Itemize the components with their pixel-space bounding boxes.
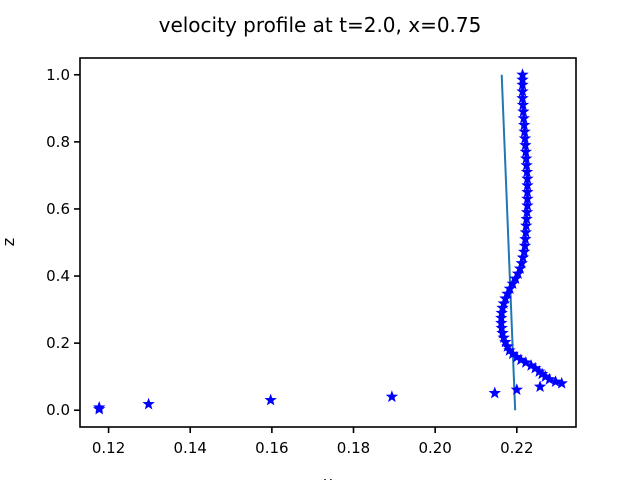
x-axis-label: u	[323, 473, 333, 480]
x-tick-label: 0.12	[92, 439, 125, 457]
data-point-star	[520, 158, 533, 171]
y-axis-label: z	[0, 238, 18, 246]
data-point-star	[495, 311, 508, 324]
data-point-star	[519, 232, 532, 245]
data-point-star	[529, 361, 542, 374]
y-tick-label: 0.8	[46, 133, 70, 151]
data-point-star	[516, 73, 529, 86]
data-point-star	[516, 85, 529, 97]
data-point-star	[521, 172, 534, 185]
plot-frame	[79, 57, 577, 428]
data-point-star	[549, 375, 562, 387]
data-point-star	[511, 267, 525, 279]
y-tick-label: 0.0	[46, 401, 70, 419]
chart-title: velocity profile at t=2.0, x=0.75	[159, 13, 482, 37]
data-point-star	[496, 301, 509, 314]
data-point-star	[518, 239, 532, 252]
data-point-star	[264, 393, 277, 406]
data-point-star	[497, 331, 510, 344]
y-tick-label: 0.2	[46, 334, 70, 352]
data-point-star	[555, 376, 568, 389]
data-point-star	[510, 383, 523, 396]
data-point-star	[524, 359, 538, 371]
data-point-star	[515, 256, 528, 269]
data-point-star	[517, 118, 531, 131]
data-point-star	[519, 145, 532, 158]
data-point-star	[519, 356, 532, 368]
data-point-star	[506, 347, 519, 360]
data-point-star	[521, 192, 534, 205]
data-point-star	[520, 219, 533, 231]
data-point-star	[535, 367, 549, 380]
data-point-star	[513, 262, 527, 274]
data-point-star	[520, 152, 533, 164]
data-point-star	[516, 251, 530, 263]
data-point-star	[520, 165, 534, 178]
data-point-star	[517, 111, 530, 124]
data-point-star	[501, 287, 514, 300]
data-point-star	[496, 326, 509, 339]
data-point-star	[516, 91, 529, 104]
data-point-star	[499, 292, 512, 304]
fit-line	[500, 74, 517, 411]
data-point-star	[539, 370, 552, 382]
data-point-star	[520, 205, 534, 218]
data-point-star	[521, 178, 534, 191]
data-point-star	[385, 390, 399, 403]
data-point-star	[509, 272, 522, 284]
data-point-star	[510, 350, 523, 363]
data-point-star	[518, 125, 531, 138]
data-point-star	[488, 386, 501, 399]
data-point-star	[518, 132, 532, 144]
data-point-star	[93, 401, 106, 413]
data-point-star	[519, 225, 532, 238]
data-point-star	[521, 199, 534, 211]
y-tick-label: 0.4	[46, 267, 70, 285]
x-tick-label: 0.14	[174, 439, 207, 457]
data-point-star	[495, 316, 508, 329]
x-tick-label: 0.20	[418, 439, 451, 457]
x-tick-label: 0.16	[255, 439, 288, 457]
data-point-star	[517, 105, 530, 117]
x-axis: 0.12 0.14 0.16 0.18 0.20 0.22	[92, 427, 534, 457]
y-axis: 0.0 0.2 0.4 0.6 0.8 1.0	[46, 66, 80, 419]
data-point-star	[495, 306, 508, 319]
x-tick-label: 0.22	[500, 439, 533, 457]
y-tick-label: 1.0	[46, 66, 70, 84]
data-point-star	[497, 297, 510, 309]
data-point-star	[533, 365, 546, 377]
data-point-star	[517, 245, 531, 258]
data-point-star	[516, 68, 529, 81]
data-point-star	[543, 372, 556, 385]
data-point-star	[516, 78, 529, 91]
data-point-star	[519, 138, 532, 151]
data-point-star	[520, 212, 533, 225]
x-tick-label: 0.18	[337, 439, 370, 457]
data-point-star	[521, 185, 534, 198]
y-tick-label: 0.6	[46, 200, 70, 218]
plot-area	[93, 68, 568, 415]
data-point-star	[142, 397, 155, 410]
data-point-star	[516, 98, 530, 111]
data-point-star	[495, 321, 508, 334]
data-point-star	[514, 353, 528, 366]
data-point-star	[533, 380, 547, 392]
